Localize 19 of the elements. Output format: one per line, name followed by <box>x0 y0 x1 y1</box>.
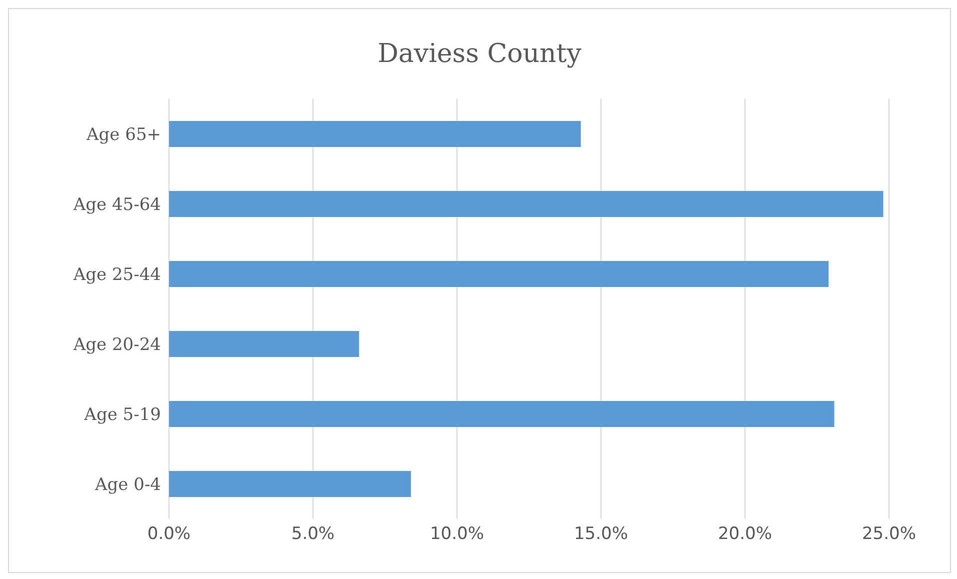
x-tick-label: 15.0% <box>574 524 628 544</box>
x-tick-label: 5.0% <box>291 524 335 544</box>
x-tick-label: 0.0% <box>147 524 191 544</box>
x-tick-label: 25.0% <box>862 524 916 544</box>
y-tick-label: Age 0-4 <box>94 475 161 496</box>
chart-title: Daviess County <box>376 39 582 71</box>
y-tick-label: Age 65+ <box>86 125 161 146</box>
x-tick-label: 10.0% <box>430 524 484 544</box>
bar <box>169 401 834 427</box>
bar <box>169 121 581 147</box>
y-tick-label: Age 45-64 <box>72 195 161 216</box>
y-tick-label: Age 20-24 <box>72 335 161 356</box>
bar <box>169 261 829 287</box>
y-tick-label: Age 25-44 <box>72 265 161 286</box>
x-tick-label: 20.0% <box>718 524 772 544</box>
bar <box>169 331 360 357</box>
y-tick-label: Age 5-19 <box>83 405 161 426</box>
bar <box>169 191 884 217</box>
bar <box>169 471 411 497</box>
